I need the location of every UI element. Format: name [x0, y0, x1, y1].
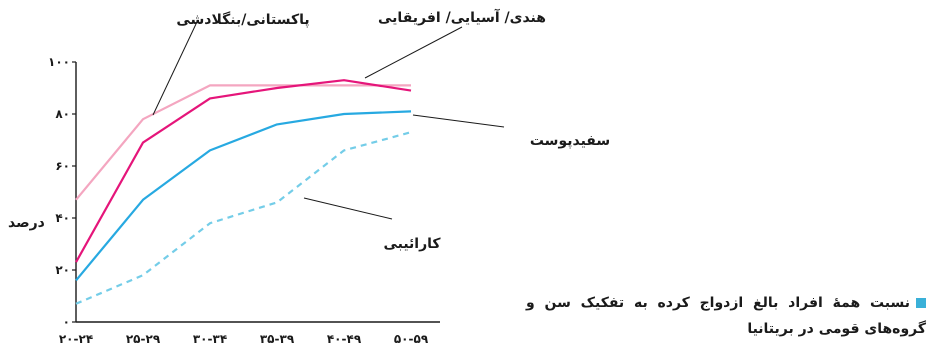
x-tick-label: ۴۰-۴۹	[327, 332, 362, 346]
x-ticks: ۲۰-۲۴ ۲۵-۲۹ ۳۰-۳۴ ۳۵-۳۹ ۴۰-۴۹ ۵۰-۵۹	[59, 332, 429, 346]
y-tick-label: ۶۰	[55, 159, 70, 173]
y-tick-label: ۴۰	[55, 211, 70, 225]
y-axis-label: درصد	[8, 215, 45, 231]
x-tick-label: ۲۵-۲۹	[126, 332, 161, 346]
series-label-indian: هندی/ آسیایی/ افریقایی	[378, 8, 546, 26]
caption-text: نسبت همهٔ افراد بالغ ازدواج کرده به تفکی…	[526, 295, 926, 337]
leader-line-caribbean	[303, 197, 393, 220]
annotation-pakistani: پاکستانی/بنگلادشی	[152, 11, 310, 116]
annotation-indian: هندی/ آسیایی/ افریقایی	[364, 8, 546, 79]
x-tick-label: ۲۰-۲۴	[59, 332, 93, 346]
series-line	[75, 84, 411, 201]
y-tick-label: ۸۰	[55, 107, 70, 121]
series-line	[75, 110, 412, 282]
series-line	[75, 131, 412, 305]
caption-bullet-icon	[916, 298, 926, 308]
series-label-pakistani: پاکستانی/بنگلادشی	[176, 11, 309, 28]
y-ticks: ۰ ۲۰ ۴۰ ۶۰ ۸۰ ۱۰۰	[48, 55, 76, 329]
annotation-caribbean: کارائیبی	[303, 197, 441, 252]
leader-line-white	[412, 114, 505, 128]
x-tick-label: ۳۵-۳۹	[260, 332, 295, 346]
leader-line-pakistani	[152, 23, 197, 116]
annotation-white: سفیدپوست	[412, 114, 610, 149]
chart-axes	[75, 62, 440, 323]
leader-line-indian	[364, 26, 463, 79]
x-tick-label: ۳۰-۳۴	[193, 332, 227, 346]
series-line	[75, 79, 412, 263]
series-layer	[75, 79, 412, 305]
series-label-caribbean: کارائیبی	[383, 236, 441, 252]
y-tick-label: ۱۰۰	[48, 55, 70, 69]
series-label-white: سفیدپوست	[530, 133, 610, 149]
x-tick-label: ۵۰-۵۹	[394, 332, 429, 346]
y-tick-label: ۰	[63, 315, 70, 329]
y-tick-label: ۲۰	[55, 263, 70, 277]
figure-caption: نسبت همهٔ افراد بالغ ازدواج کرده به تفکی…	[526, 290, 926, 342]
